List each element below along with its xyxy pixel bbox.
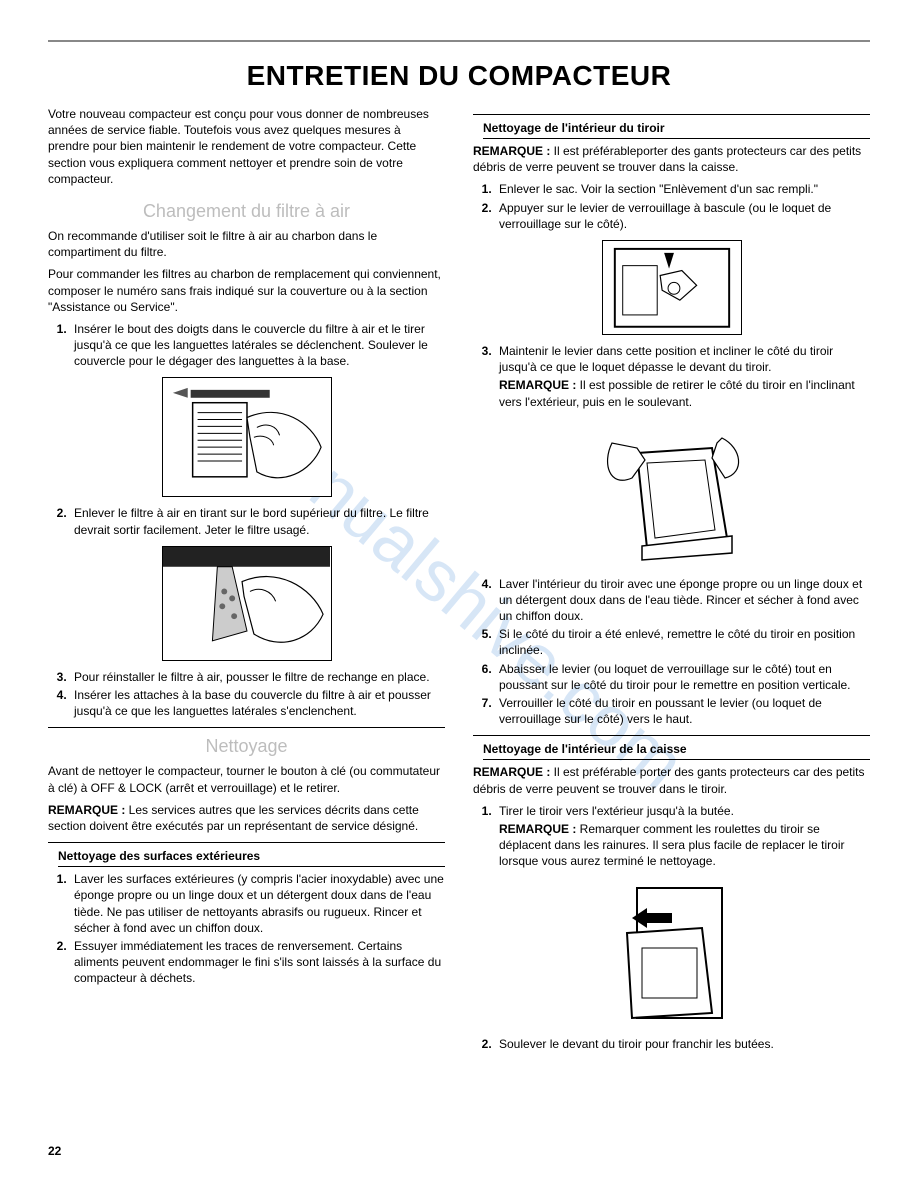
drawer-step-4: Laver l'intérieur du tiroir avec une épo… <box>495 576 870 625</box>
figure-drawer-pull <box>473 878 870 1028</box>
cabinet-step-2: Soulever le devant du tiroir pour franch… <box>495 1036 870 1052</box>
drawer-step-5: Si le côté du tiroir a été enlevé, remet… <box>495 626 870 658</box>
figure-drawer-tilt <box>473 418 870 568</box>
cleaning-note: REMARQUE : Les services autres que les s… <box>48 802 445 834</box>
section-title-filter: Changement du filtre à air <box>48 201 445 222</box>
left-column: Votre nouveau compacteur est conçu pour … <box>48 106 445 1054</box>
page-number: 22 <box>48 1144 61 1158</box>
drawer-steps-1: Enlever le sac. Voir la section "Enlèvem… <box>473 181 870 232</box>
subsection-drawer-interior: Nettoyage de l'intérieur du tiroir <box>473 114 870 139</box>
drawer-step-3-note: REMARQUE : Il est possible de retirer le… <box>499 377 870 409</box>
filter-step-3: Pour réinstaller le filtre à air, pousse… <box>70 669 445 685</box>
divider-before-nettoyage <box>48 727 445 728</box>
subsection-exterior: Nettoyage des surfaces extérieures <box>48 842 445 867</box>
two-column-layout: Votre nouveau compacteur est conçu pour … <box>48 106 870 1054</box>
drawer-step-3-text: Maintenir le levier dans cette position … <box>499 344 833 374</box>
illustration-hand-filter-cover <box>163 378 331 497</box>
figure-filter-cover <box>48 377 445 497</box>
filter-step-2: Enlever le filtre à air en tirant sur le… <box>70 505 445 537</box>
subsection-title-cabinet: Nettoyage de l'intérieur de la caisse <box>483 742 870 760</box>
filter-steps-list: Insérer le bout des doigts dans le couve… <box>48 321 445 370</box>
note-label: REMARQUE : <box>48 803 125 817</box>
note-label: REMARQUE : <box>473 765 550 779</box>
cabinet-step-1-text: Tirer le tiroir vers l'extérieur jusqu'à… <box>499 804 734 818</box>
subsection-title-drawer: Nettoyage de l'intérieur du tiroir <box>483 121 870 139</box>
note-label: REMARQUE : <box>499 822 576 836</box>
page-content: ENTRETIEN DU COMPACTEUR Votre nouveau co… <box>48 40 870 1054</box>
figure-filter-remove <box>48 546 445 661</box>
top-horizontal-rule <box>48 40 870 42</box>
exterior-steps: Laver les surfaces extérieures (y compri… <box>48 871 445 986</box>
cabinet-step-1-note: REMARQUE : Remarquer comment les roulett… <box>499 821 870 870</box>
cabinet-note: REMARQUE : Il est préférable porter des … <box>473 764 870 796</box>
drawer-step-3: Maintenir le levier dans cette position … <box>495 343 870 410</box>
exterior-step-2: Essuyer immédiatement les traces de renv… <box>70 938 445 987</box>
filter-steps-list-3: Pour réinstaller le filtre à air, pousse… <box>48 669 445 720</box>
drawer-step-7: Verrouiller le côté du tiroir en poussan… <box>495 695 870 727</box>
drawer-step-2: Appuyer sur le levier de verrouillage à … <box>495 200 870 232</box>
note-label: REMARQUE : <box>499 378 576 392</box>
drawer-step-6: Abaisser le levier (ou loquet de verroui… <box>495 661 870 693</box>
illustration-lever-press <box>603 241 741 335</box>
illustration-hand-pull-filter <box>163 547 331 661</box>
page-title: ENTRETIEN DU COMPACTEUR <box>48 60 870 92</box>
exterior-step-1: Laver les surfaces extérieures (y compri… <box>70 871 445 936</box>
cabinet-steps-1: Tirer le tiroir vers l'extérieur jusqu'à… <box>473 803 870 870</box>
cleaning-p1: Avant de nettoyer le compacteur, tourner… <box>48 763 445 795</box>
illustration-pull-drawer-out <box>607 878 737 1028</box>
note-label: REMARQUE : <box>473 144 550 158</box>
right-column: Nettoyage de l'intérieur du tiroir REMAR… <box>473 106 870 1054</box>
section-title-cleaning: Nettoyage <box>48 736 445 757</box>
cabinet-steps-2: Soulever le devant du tiroir pour franch… <box>473 1036 870 1052</box>
drawer-step-1: Enlever le sac. Voir la section "Enlèvem… <box>495 181 870 197</box>
filter-step-1: Insérer le bout des doigts dans le couve… <box>70 321 445 370</box>
subsection-title-exterior: Nettoyage des surfaces extérieures <box>58 849 445 867</box>
filter-step-4: Insérer les attaches à la base du couver… <box>70 687 445 719</box>
drawer-note: REMARQUE : Il est préférableporter des g… <box>473 143 870 175</box>
drawer-steps-4: Laver l'intérieur du tiroir avec une épo… <box>473 576 870 728</box>
cabinet-step-1: Tirer le tiroir vers l'extérieur jusqu'à… <box>495 803 870 870</box>
filter-p2: Pour commander les filtres au charbon de… <box>48 266 445 315</box>
illustration-tilt-drawer <box>597 418 747 568</box>
filter-steps-list-2: Enlever le filtre à air en tirant sur le… <box>48 505 445 537</box>
subsection-cabinet: Nettoyage de l'intérieur de la caisse <box>473 735 870 760</box>
drawer-steps-3: Maintenir le levier dans cette position … <box>473 343 870 410</box>
intro-paragraph: Votre nouveau compacteur est conçu pour … <box>48 106 445 187</box>
figure-lever <box>473 240 870 335</box>
filter-p1: On recommande d'utiliser soit le filtre … <box>48 228 445 260</box>
